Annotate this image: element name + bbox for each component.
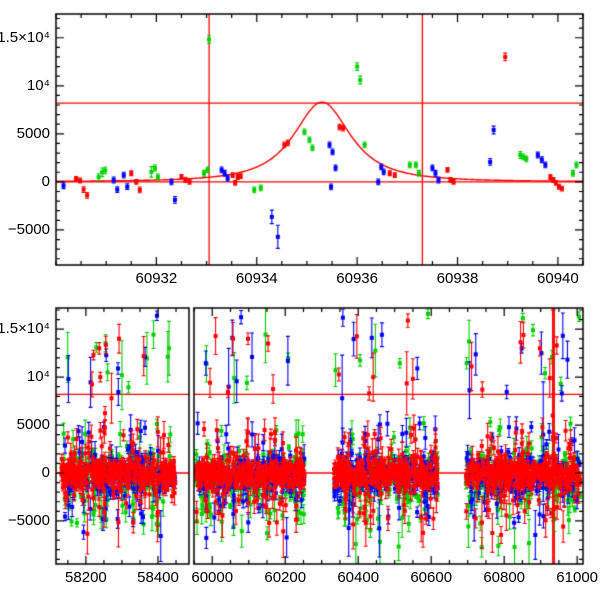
x-tick-label: 60600 [410,569,453,586]
y-tick-label: −5000 [7,220,50,238]
y-tick-label: 1.5×10⁴ [0,28,50,46]
y-tick-label: 5000 [16,124,50,142]
y-tick-label: 10⁴ [26,76,50,94]
x-tick-label: 60940 [537,270,579,287]
y-tick-label: 1.5×10⁴ [0,320,50,338]
x-tick-label: 60200 [264,569,307,586]
x-tick-label: 58400 [137,569,179,586]
x-tick-label: 61000 [556,569,599,586]
x-tick-label: 60932 [135,270,178,287]
x-tick-label: 60400 [337,569,380,586]
y-tick-label: 0 [41,172,50,190]
x-tick-label: 60934 [235,270,278,287]
y-tick-label: 5000 [16,416,50,434]
x-tick-label: 60000 [191,569,234,586]
x-tick-label: 58200 [65,569,107,586]
y-tick-label: 10⁴ [26,368,50,386]
x-tick-label: 60936 [336,270,378,287]
x-tick-label: 60800 [483,569,526,586]
y-tick-label: 0 [41,464,50,481]
x-tick-label: 60938 [436,270,479,287]
y-tick-label: −5000 [7,511,50,529]
